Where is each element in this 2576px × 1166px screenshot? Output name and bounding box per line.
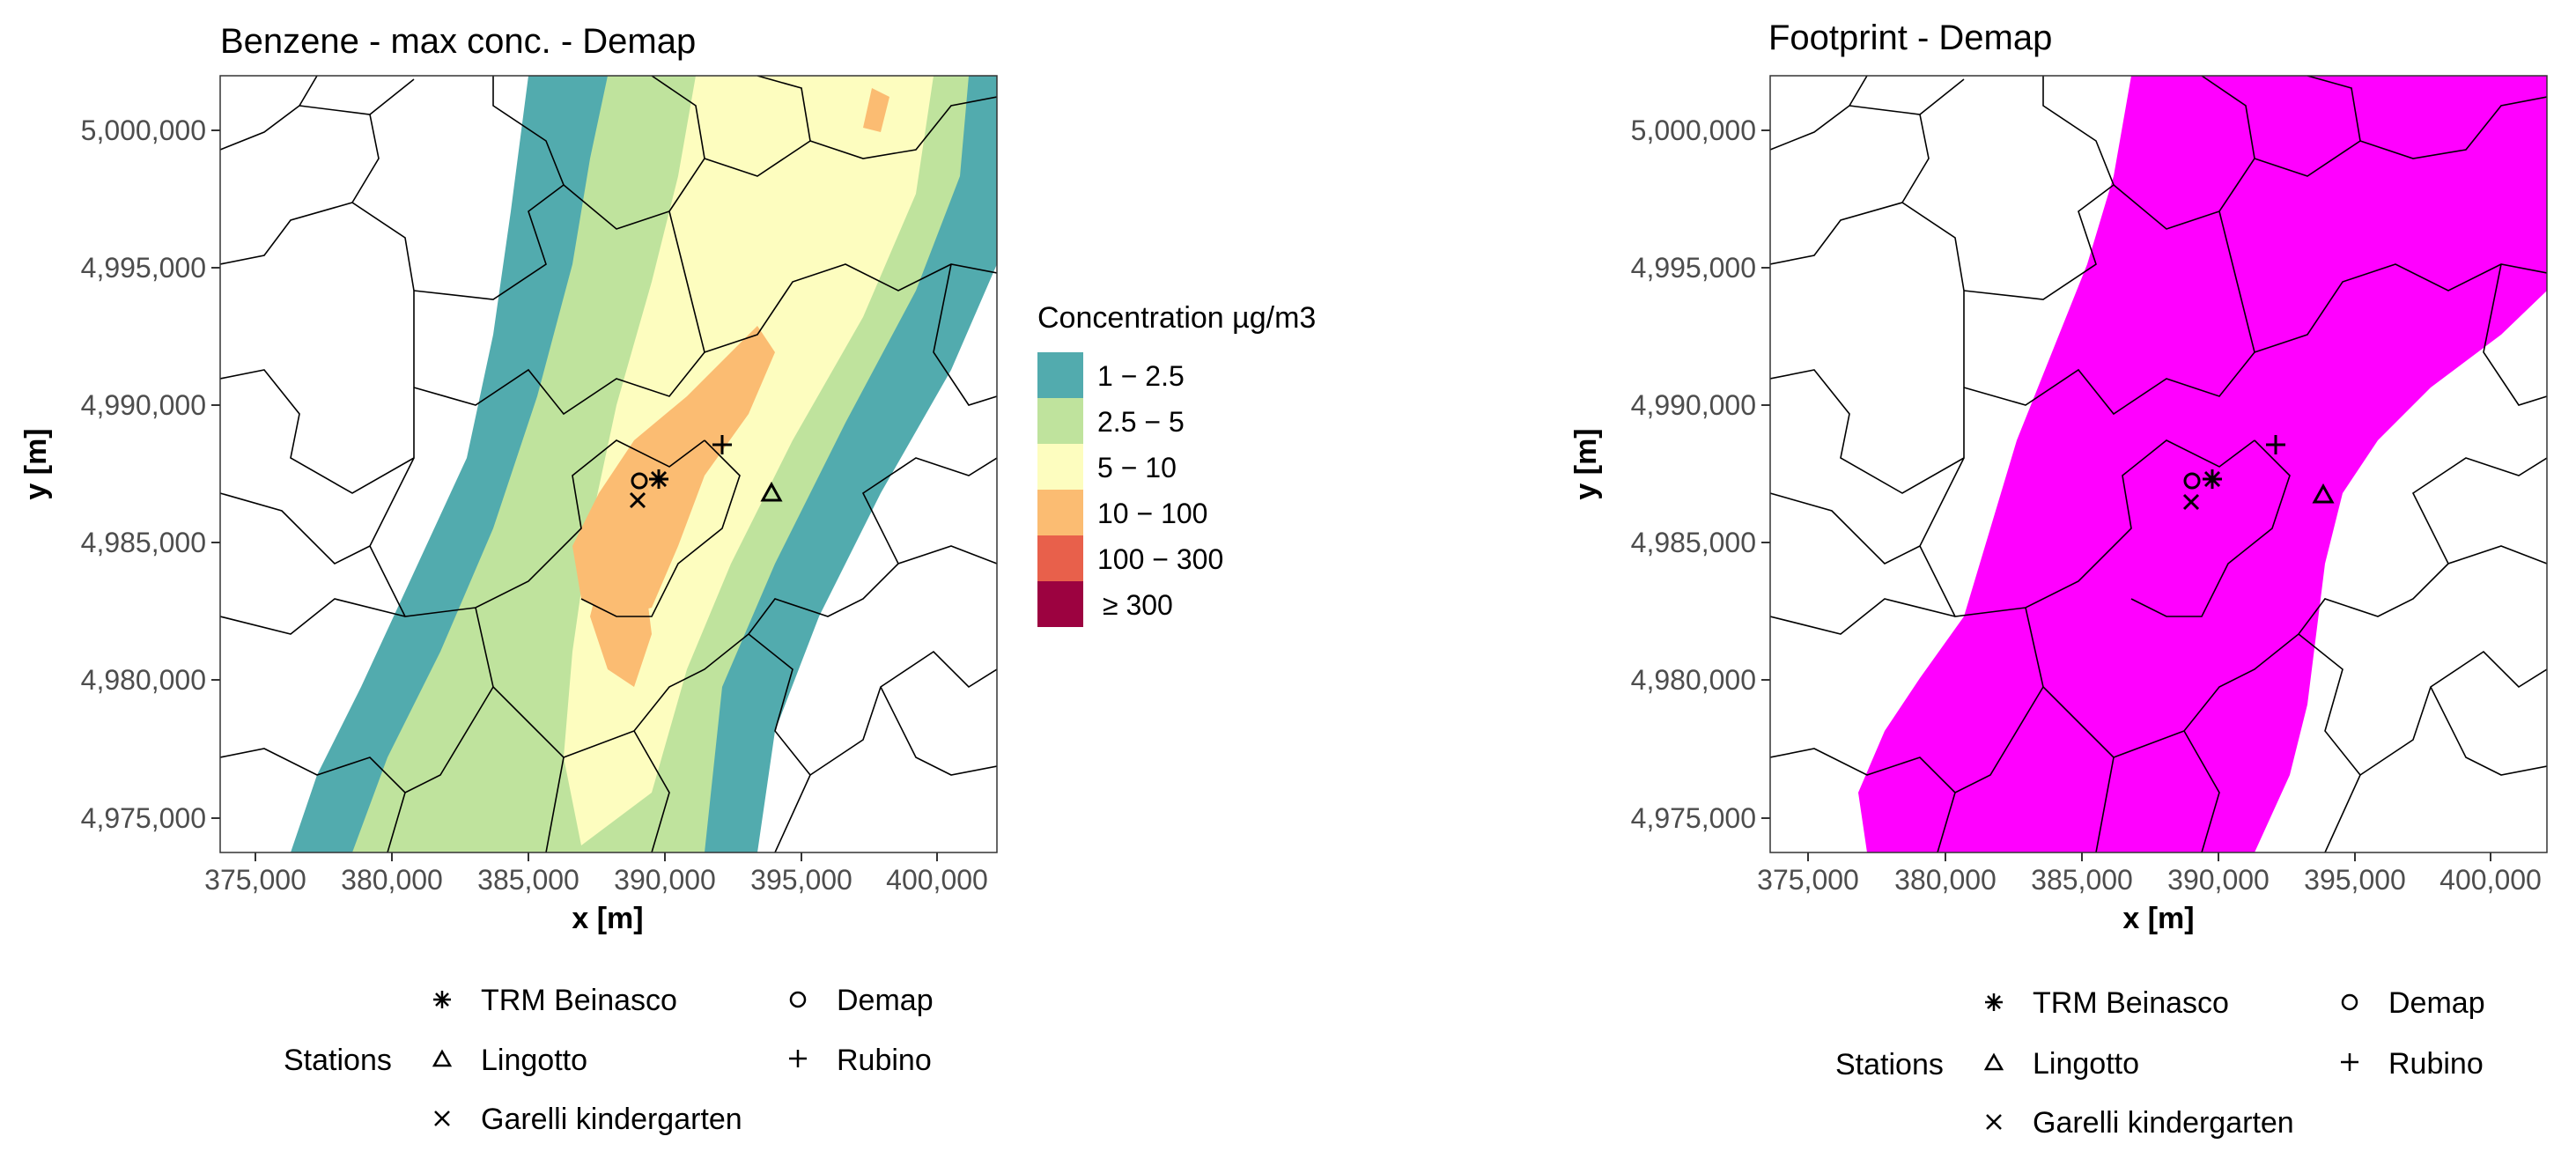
legend-label-0: 1 − 2.5 — [1097, 360, 1185, 392]
band-10-100 — [572, 326, 775, 616]
legend-label-5: ≥ 300 — [1103, 589, 1173, 621]
left-ytick-5: 4,975,000 — [81, 802, 206, 834]
station-markers-right — [2182, 435, 2335, 511]
left-xtick-1: 380,000 — [341, 864, 443, 896]
right-xtick-1: 380,000 — [1894, 864, 1997, 896]
demap-marker-right — [2183, 472, 2201, 490]
right-map — [1770, 76, 2547, 852]
right-xtick-3: 390,000 — [2167, 864, 2270, 896]
legend-plus-icon — [789, 1050, 807, 1067]
right-xtick-5: 400,000 — [2439, 864, 2542, 896]
right-y-label: y [m] — [1569, 428, 1603, 499]
left-ytick-0: 5,000,000 — [81, 114, 206, 146]
lingotto-marker — [760, 481, 783, 502]
legend-asterisk-icon — [433, 991, 451, 1008]
right-ytick-1: 4,995,000 — [1631, 252, 1756, 284]
right-xtick-2: 385,000 — [2031, 864, 2133, 896]
left-ytick-3: 4,985,000 — [81, 527, 206, 558]
right-stations-title: Stations — [1835, 1048, 1944, 1081]
legend-triangle-icon — [432, 1049, 453, 1067]
municipal-boundaries — [220, 76, 997, 852]
legend-swatch-5 — [1037, 581, 1083, 627]
right-station-label-0: TRM Beinasco — [2033, 986, 2229, 1020]
rubino-marker-right — [2266, 435, 2285, 454]
demap-marker — [631, 472, 648, 490]
right-ytick-2: 4,990,000 — [1631, 389, 1756, 421]
right-station-label-3: Demap — [2388, 986, 2485, 1020]
legend-circle-icon — [789, 991, 807, 1008]
legend-label-2: 5 − 10 — [1097, 452, 1177, 483]
left-plot-border — [219, 75, 998, 853]
left-panel: Benzene - max conc. - Demap — [19, 22, 1316, 1136]
legend-triangle-icon-right — [1983, 1052, 2004, 1071]
left-station-label-3: Demap — [837, 984, 934, 1017]
concentration-legend: Concentration µg/m3 1 − 2.5 2.5 − 5 5 − … — [1037, 301, 1316, 627]
left-ytick-4: 4,980,000 — [81, 664, 206, 696]
legend-label-1: 2.5 − 5 — [1097, 406, 1185, 438]
trm-beinasco-marker-right — [2203, 469, 2222, 489]
right-station-label-2: Garelli kindergarten — [2033, 1106, 2294, 1140]
left-title: Benzene - max conc. - Demap — [220, 22, 696, 61]
right-panel: Footprint - Demap — [1569, 18, 2548, 1140]
legend-cross-icon-right — [1986, 1114, 2002, 1130]
right-xtick-4: 395,000 — [2304, 864, 2406, 896]
legend-cross-icon — [434, 1111, 450, 1126]
left-x-label: x [m] — [572, 902, 643, 935]
right-x-label: x [m] — [2122, 902, 2194, 935]
municipal-boundaries-right — [1770, 76, 2547, 852]
concentration-legend-title: Concentration µg/m3 — [1037, 301, 1316, 335]
left-station-label-4: Rubino — [837, 1044, 932, 1077]
left-xtick-2: 385,000 — [477, 864, 579, 896]
right-ytick-5: 4,975,000 — [1631, 802, 1756, 834]
legend-label-3: 10 − 100 — [1097, 498, 1207, 529]
right-ytick-3: 4,985,000 — [1631, 527, 1756, 558]
right-ytick-0: 5,000,000 — [1631, 114, 1756, 146]
left-y-label: y [m] — [19, 428, 53, 499]
left-xtick-3: 390,000 — [614, 864, 716, 896]
garelli-marker-right — [2182, 493, 2200, 511]
legend-label-4: 100 − 300 — [1097, 543, 1223, 575]
left-ytick-1: 4,995,000 — [81, 252, 206, 284]
legend-swatch-2 — [1037, 444, 1083, 490]
left-x-axis: 375,000 380,000 385,000 390,000 395,000 … — [204, 852, 988, 896]
legend-swatch-0 — [1037, 352, 1083, 398]
left-y-axis: 5,000,000 4,995,000 4,990,000 4,985,000 … — [81, 114, 220, 834]
left-ytick-2: 4,990,000 — [81, 389, 206, 421]
footprint-north-lobe — [2510, 97, 2547, 176]
right-y-axis: 5,000,000 4,995,000 4,990,000 4,985,000 … — [1631, 114, 1770, 834]
legend-plus-icon-right — [2341, 1053, 2358, 1071]
right-station-label-4: Rubino — [2388, 1047, 2484, 1081]
left-station-label-2: Garelli kindergarten — [481, 1103, 742, 1136]
right-ytick-4: 4,980,000 — [1631, 664, 1756, 696]
left-stations-legend: Stations TRM Beinasco Lingotto Garelli k… — [284, 984, 934, 1136]
band-5-10 — [564, 76, 934, 845]
legend-circle-icon-right — [2341, 993, 2358, 1011]
left-xtick-4: 395,000 — [750, 864, 853, 896]
footprint-area — [1858, 76, 2547, 852]
left-station-label-1: Lingotto — [481, 1044, 587, 1077]
left-map — [220, 76, 997, 852]
legend-swatch-3 — [1037, 490, 1083, 535]
left-stations-title: Stations — [284, 1044, 392, 1077]
band-10-100-north — [863, 88, 889, 132]
left-station-label-0: TRM Beinasco — [481, 984, 677, 1017]
right-title: Footprint - Demap — [1768, 18, 2052, 57]
left-xtick-5: 400,000 — [886, 864, 988, 896]
trm-beinasco-marker — [649, 469, 668, 489]
garelli-marker — [629, 491, 646, 509]
right-stations-legend: Stations TRM Beinasco Lingotto Garelli k… — [1835, 986, 2485, 1140]
right-plot-border — [1769, 75, 2548, 853]
station-markers — [629, 435, 783, 509]
concentration-bands — [291, 76, 997, 852]
left-xtick-0: 375,000 — [204, 864, 306, 896]
legend-asterisk-icon-right — [1985, 993, 2003, 1011]
right-xtick-0: 375,000 — [1757, 864, 1859, 896]
legend-swatch-1 — [1037, 398, 1083, 444]
lingotto-marker-right — [2312, 483, 2335, 504]
right-station-label-1: Lingotto — [2033, 1047, 2139, 1081]
legend-swatch-4 — [1037, 535, 1083, 581]
rubino-marker — [712, 435, 732, 454]
right-x-axis: 375,000 380,000 385,000 390,000 395,000 … — [1757, 852, 2542, 896]
